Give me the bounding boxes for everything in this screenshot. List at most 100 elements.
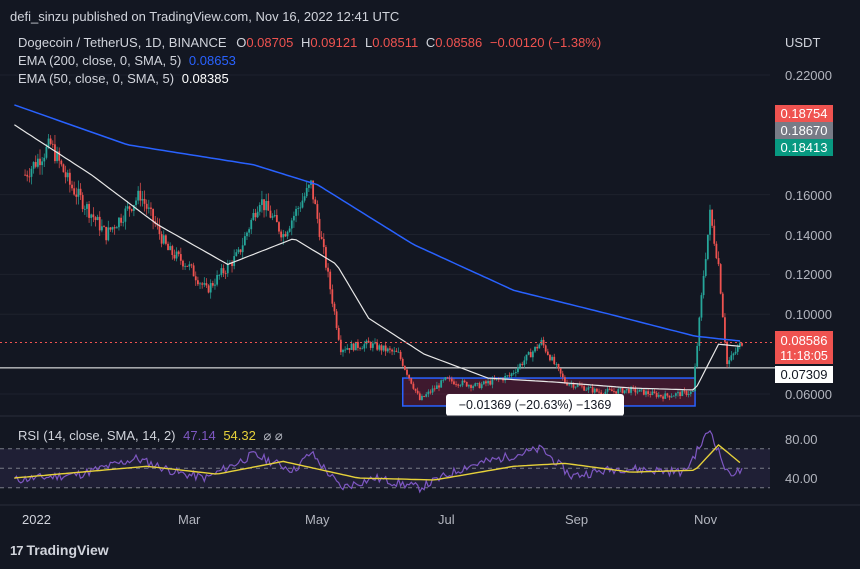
candle-body xyxy=(207,285,210,293)
candle-body xyxy=(489,381,492,385)
candle-body xyxy=(203,283,206,285)
candle-body xyxy=(485,381,487,384)
candle-body xyxy=(578,384,581,386)
candle-body xyxy=(480,384,483,389)
candle-body xyxy=(182,260,184,267)
candle-body xyxy=(175,251,178,259)
candle-body xyxy=(472,386,475,388)
candle-body xyxy=(534,346,536,352)
candle-body xyxy=(431,388,434,393)
price-chart[interactable]: −0.01369 (−20.63%) −1369 Dogecoin / Teth… xyxy=(0,30,860,530)
candle-body xyxy=(51,143,54,145)
measure-label[interactable]: −0.01369 (−20.63%) −1369 xyxy=(446,394,624,416)
candle-body xyxy=(41,161,44,166)
candle-body xyxy=(519,363,521,368)
price-tick: 0.16000 xyxy=(785,188,832,203)
candle-body xyxy=(593,388,596,393)
candle-body xyxy=(491,378,494,385)
candle-body xyxy=(683,390,686,392)
tradingview-logo[interactable]: 17 TradingView xyxy=(10,542,109,558)
symbol-name: Dogecoin / TetherUS, 1D, BINANCE xyxy=(18,35,227,50)
candle-body xyxy=(674,393,677,396)
candle-body xyxy=(681,390,684,397)
candle-body xyxy=(160,234,163,244)
footer: 17 TradingView xyxy=(0,530,860,569)
candle-body xyxy=(329,271,332,290)
candle-body xyxy=(446,377,449,379)
candle-body xyxy=(709,209,711,235)
published-text: defi_sinzu published on TradingView.com,… xyxy=(10,9,400,24)
candle-body xyxy=(278,222,280,232)
candle-body xyxy=(107,227,110,241)
candle-body xyxy=(653,391,656,393)
candle-body xyxy=(572,383,575,388)
candle-body xyxy=(350,343,353,350)
candle-body xyxy=(94,217,97,220)
candle-body xyxy=(150,207,152,209)
candle-body xyxy=(335,311,338,329)
candle-body xyxy=(211,283,214,286)
candle-body xyxy=(425,394,428,397)
candle-body xyxy=(463,380,466,382)
candle-body xyxy=(109,227,112,230)
candle-body xyxy=(152,208,154,222)
candle-body xyxy=(414,388,417,391)
candle-body xyxy=(243,236,246,246)
candle-body xyxy=(719,264,722,294)
rsi-ma-value: 54.32 xyxy=(223,428,256,443)
candle-body xyxy=(662,396,664,399)
candle-body xyxy=(331,289,334,304)
candle-body xyxy=(523,360,526,365)
candle-body xyxy=(711,209,714,226)
candle-body xyxy=(666,393,669,396)
candle-body xyxy=(442,379,445,381)
candle-body xyxy=(660,394,662,397)
candle-body xyxy=(732,353,735,356)
candle-body xyxy=(297,208,300,209)
candle-body xyxy=(734,351,737,354)
open-value: 0.08705 xyxy=(246,35,293,50)
candle-body xyxy=(237,249,240,253)
candle-body xyxy=(28,176,31,178)
candle-body xyxy=(670,396,673,398)
candle-body xyxy=(105,226,108,241)
candle-body xyxy=(450,378,453,382)
candle-body xyxy=(265,200,268,211)
candle-body xyxy=(177,251,180,255)
candle-body xyxy=(384,345,387,352)
candle-body xyxy=(24,174,26,176)
ema200-value: 0.08653 xyxy=(189,53,236,68)
candle-body xyxy=(564,377,566,384)
candle-body xyxy=(314,199,317,205)
candle-body xyxy=(361,348,364,350)
candle-body xyxy=(570,383,573,385)
candle-body xyxy=(621,387,624,394)
candle-body xyxy=(30,168,33,177)
candle-body xyxy=(713,225,716,244)
candle-body xyxy=(465,381,468,387)
candle-body xyxy=(312,180,315,200)
candle-body xyxy=(647,391,650,395)
candle-body xyxy=(342,349,344,353)
price-tick: 0.14000 xyxy=(785,228,832,243)
candle-body xyxy=(724,317,726,342)
candle-body xyxy=(608,388,611,390)
candle-body xyxy=(395,350,398,352)
chart-area[interactable]: −0.01369 (−20.63%) −1369 Dogecoin / Teth… xyxy=(0,30,860,530)
candle-body xyxy=(741,343,743,346)
candle-body xyxy=(96,216,99,220)
candle-body xyxy=(141,198,144,201)
candle-body xyxy=(715,243,718,259)
candle-body xyxy=(544,345,547,352)
candle-body xyxy=(288,228,291,232)
candle-body xyxy=(566,383,568,386)
legend-ema200: EMA (200, close, 0, SMA, 5) 0.08653 xyxy=(18,53,236,68)
candle-body xyxy=(36,158,39,167)
candle-body xyxy=(346,348,349,350)
candle-body xyxy=(427,391,430,395)
low-value: 0.08511 xyxy=(372,35,418,50)
candle-body xyxy=(220,268,223,275)
candle-body xyxy=(393,350,396,352)
candle-body xyxy=(126,206,129,209)
price-tick: 0.10000 xyxy=(785,307,832,322)
